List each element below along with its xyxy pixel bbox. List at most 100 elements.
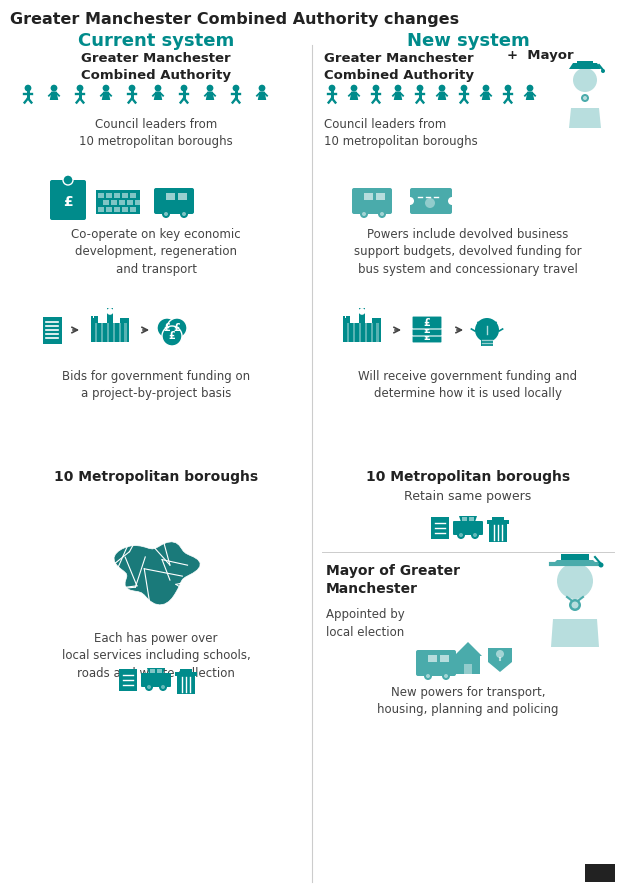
Bar	[577, 61, 593, 69]
Polygon shape	[488, 648, 512, 672]
Text: £: £	[424, 318, 431, 328]
Polygon shape	[454, 642, 482, 656]
Text: +  Mayor: + Mayor	[507, 49, 573, 62]
Circle shape	[425, 198, 435, 208]
Circle shape	[581, 94, 589, 102]
Bar	[124, 323, 127, 342]
FancyBboxPatch shape	[410, 188, 452, 214]
Text: Appointed by
local election: Appointed by local election	[326, 608, 405, 638]
Text: Greater Manchester Combined Authority changes: Greater Manchester Combined Authority ch…	[10, 12, 459, 27]
FancyBboxPatch shape	[141, 673, 171, 687]
Circle shape	[258, 85, 265, 92]
Bar	[428, 655, 437, 662]
Circle shape	[180, 85, 187, 92]
Bar	[119, 200, 125, 205]
Bar	[119, 323, 121, 342]
Text: Each has power over
local services including schools,
roads and waste collection: Each has power over local services inclu…	[62, 632, 250, 680]
Polygon shape	[102, 92, 110, 100]
Polygon shape	[147, 668, 165, 674]
FancyBboxPatch shape	[352, 188, 392, 214]
Circle shape	[207, 85, 213, 92]
Bar	[130, 207, 136, 212]
Bar	[456, 656, 480, 674]
Circle shape	[572, 602, 578, 609]
Polygon shape	[50, 92, 58, 100]
Circle shape	[147, 685, 151, 689]
Polygon shape	[569, 108, 601, 128]
Bar	[107, 323, 109, 342]
Bar	[94, 316, 95, 319]
Text: Current system: Current system	[78, 32, 234, 50]
Bar	[487, 520, 509, 524]
Text: 10 Metropolitan boroughs: 10 Metropolitan boroughs	[54, 470, 258, 484]
Bar	[440, 655, 449, 662]
Bar	[175, 672, 197, 676]
Circle shape	[426, 674, 430, 678]
Polygon shape	[258, 92, 266, 100]
Circle shape	[164, 212, 168, 216]
Bar	[492, 517, 504, 520]
Bar	[51, 92, 57, 97]
Bar	[103, 200, 109, 205]
Circle shape	[380, 212, 384, 216]
Polygon shape	[482, 92, 490, 100]
Bar	[371, 323, 373, 342]
Circle shape	[360, 210, 368, 218]
FancyBboxPatch shape	[431, 517, 449, 539]
Circle shape	[569, 599, 581, 611]
Bar	[155, 92, 160, 97]
Bar	[469, 517, 474, 521]
Text: Council leaders from
10 metropolitan boroughs: Council leaders from 10 metropolitan bor…	[79, 118, 233, 149]
Bar	[207, 92, 213, 97]
FancyBboxPatch shape	[177, 676, 195, 694]
Circle shape	[157, 318, 177, 338]
FancyBboxPatch shape	[489, 524, 507, 542]
Bar	[180, 669, 192, 672]
Text: Mayor of Greater
Manchester: Mayor of Greater Manchester	[326, 564, 460, 596]
Bar	[561, 554, 589, 564]
Text: Bids for government funding on
a project-by-project basis: Bids for government funding on a project…	[62, 370, 250, 401]
Text: Will receive government funding and
determine how it is used locally: Will receive government funding and dete…	[358, 370, 578, 401]
Polygon shape	[551, 619, 599, 647]
Bar	[112, 323, 115, 342]
Bar	[166, 193, 175, 200]
Circle shape	[145, 683, 153, 691]
Circle shape	[457, 531, 465, 539]
Text: Greater Manchester
Combined Authority: Greater Manchester Combined Authority	[81, 52, 231, 82]
Circle shape	[180, 210, 188, 218]
Bar	[104, 92, 109, 97]
FancyBboxPatch shape	[453, 521, 483, 535]
Circle shape	[482, 85, 489, 92]
Circle shape	[51, 85, 57, 92]
Polygon shape	[438, 92, 446, 100]
Circle shape	[461, 85, 467, 92]
Circle shape	[505, 85, 512, 92]
FancyBboxPatch shape	[50, 180, 86, 220]
Circle shape	[394, 85, 401, 92]
Circle shape	[442, 672, 450, 680]
FancyBboxPatch shape	[412, 323, 442, 336]
Bar	[95, 323, 97, 342]
Circle shape	[359, 308, 366, 315]
Bar	[364, 193, 373, 200]
Bar	[376, 323, 379, 342]
Circle shape	[459, 533, 463, 537]
Bar	[346, 316, 348, 319]
Circle shape	[439, 85, 446, 92]
Bar	[98, 193, 104, 198]
Bar	[91, 316, 93, 319]
Bar	[484, 92, 489, 97]
Text: £: £	[63, 195, 73, 209]
Circle shape	[583, 96, 587, 100]
Polygon shape	[349, 92, 358, 100]
Bar	[527, 92, 532, 97]
Text: £: £	[173, 323, 180, 333]
Text: New system: New system	[407, 32, 529, 50]
Text: Council leaders from
10 metropolitan boroughs: Council leaders from 10 metropolitan bor…	[324, 118, 478, 149]
Circle shape	[162, 326, 182, 346]
FancyBboxPatch shape	[96, 190, 140, 214]
Bar	[107, 308, 114, 323]
Circle shape	[107, 308, 114, 315]
Bar	[114, 193, 120, 198]
Polygon shape	[569, 63, 601, 69]
